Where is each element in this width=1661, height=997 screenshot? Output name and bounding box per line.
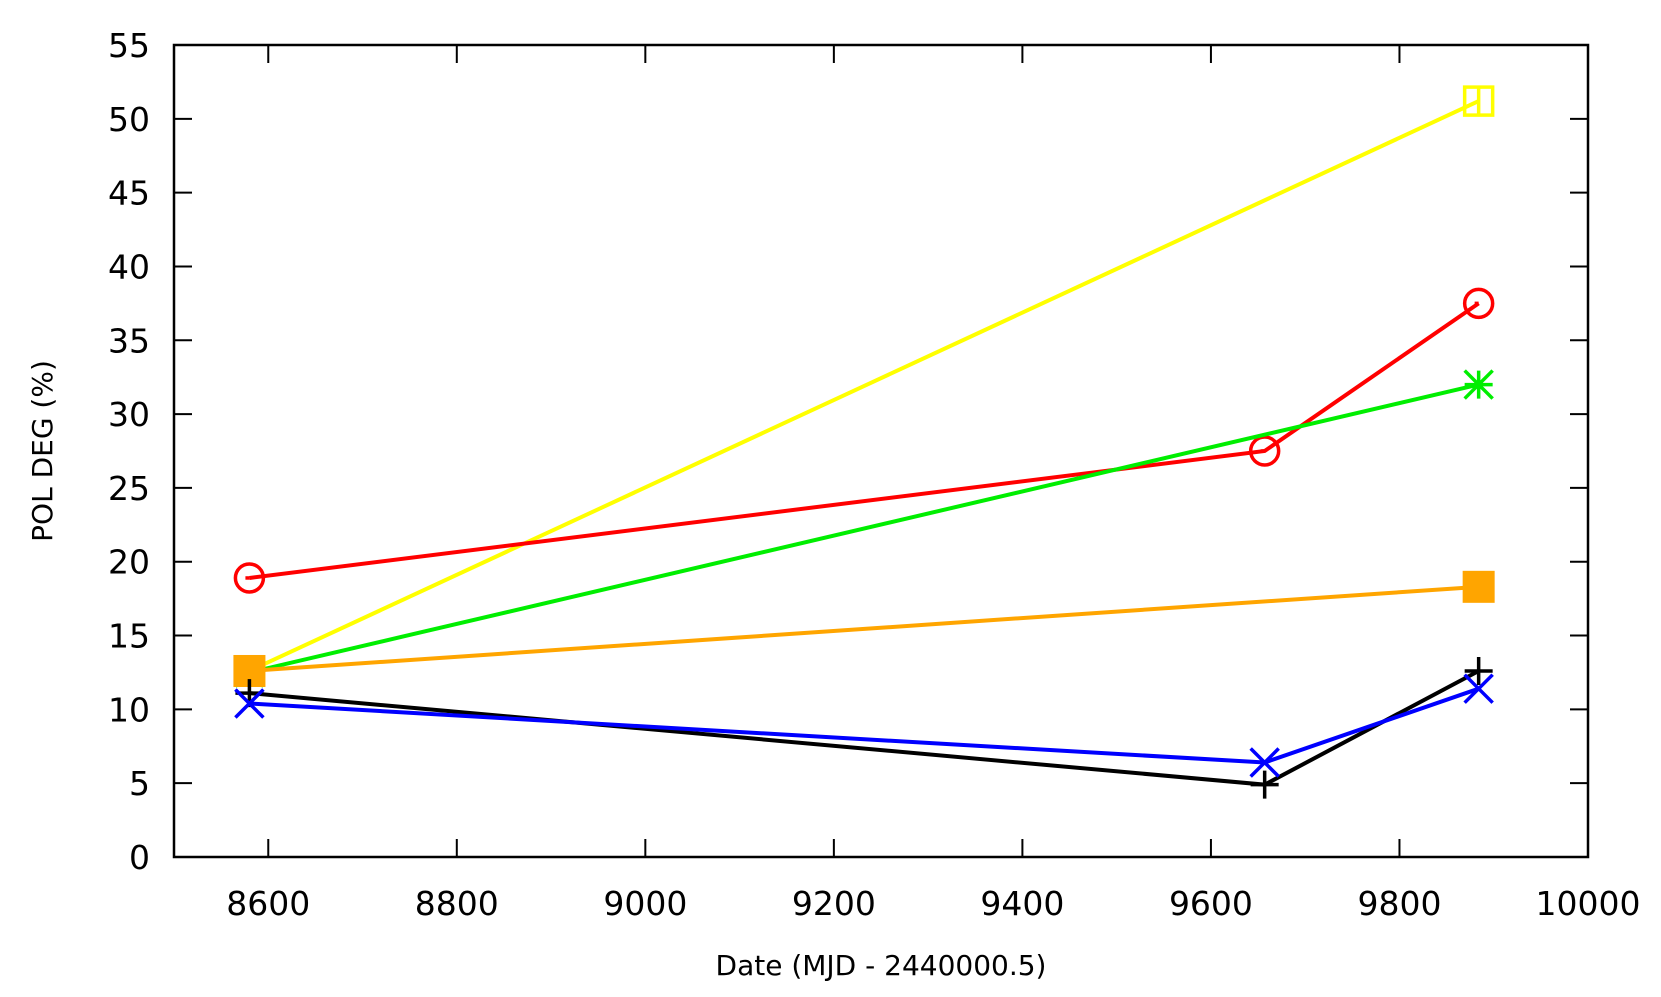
y-axis-label: POL DEG (%) (26, 360, 59, 542)
series-black-plus (235, 656, 1493, 799)
x-tick-label: 9200 (792, 884, 876, 923)
y-tick-label: 25 (108, 469, 150, 508)
filled-square-marker (1462, 570, 1495, 603)
series-orange-filled-square (233, 570, 1495, 687)
cross-marker (1463, 673, 1494, 704)
y-tick-label: 45 (108, 174, 150, 213)
y-tick-label: 30 (108, 395, 150, 434)
cross-marker (1249, 747, 1280, 778)
y-tick-label: 0 (129, 838, 150, 877)
x-tick-label: 9400 (980, 884, 1064, 923)
x-tick-label: 9800 (1357, 884, 1441, 923)
series-yellow-open-square (233, 85, 1495, 687)
circle-marker (233, 562, 266, 594)
data-series (233, 85, 1495, 799)
x-axis-ticks: 8600 8800 9000 9200 9400 9600 9800 10000 (226, 45, 1640, 923)
series-line (249, 686, 1480, 765)
plus-marker (1250, 770, 1279, 799)
y-tick-label: 35 (108, 321, 150, 360)
series-blue-cross (234, 673, 1494, 778)
x-axis-label: Date (MJD - 2440000.5) (716, 949, 1047, 982)
series-line (249, 584, 1479, 673)
x-tick-label: 8800 (415, 884, 499, 923)
x-tick-label: 10000 (1536, 884, 1641, 923)
series-green-asterisk (234, 369, 1494, 688)
y-axis-ticks: 0 5 10 15 20 25 30 35 40 45 50 55 (108, 26, 1588, 877)
x-tick-label: 9000 (603, 884, 687, 923)
y-tick-label: 10 (108, 690, 150, 729)
series-line (249, 301, 1480, 580)
series-line (249, 669, 1480, 787)
plot-frame (172, 43, 1590, 859)
series-red-open-circle (233, 287, 1495, 594)
y-tick-label: 55 (108, 26, 150, 65)
x-tick-label: 9600 (1169, 884, 1253, 923)
series-line (248, 382, 1480, 675)
y-tick-label: 20 (108, 543, 150, 582)
y-tick-label: 15 (108, 617, 150, 656)
circle-marker (1248, 435, 1281, 467)
plus-marker (1464, 656, 1493, 685)
y-tick-label: 40 (108, 247, 150, 286)
circle-marker (1462, 287, 1495, 320)
y-tick-label: 5 (129, 764, 150, 803)
x-tick-label: 8600 (226, 884, 310, 923)
series-line (248, 99, 1480, 673)
y-tick-label: 50 (108, 100, 150, 139)
cross-marker (234, 688, 265, 719)
asterisk-marker (1463, 369, 1494, 400)
